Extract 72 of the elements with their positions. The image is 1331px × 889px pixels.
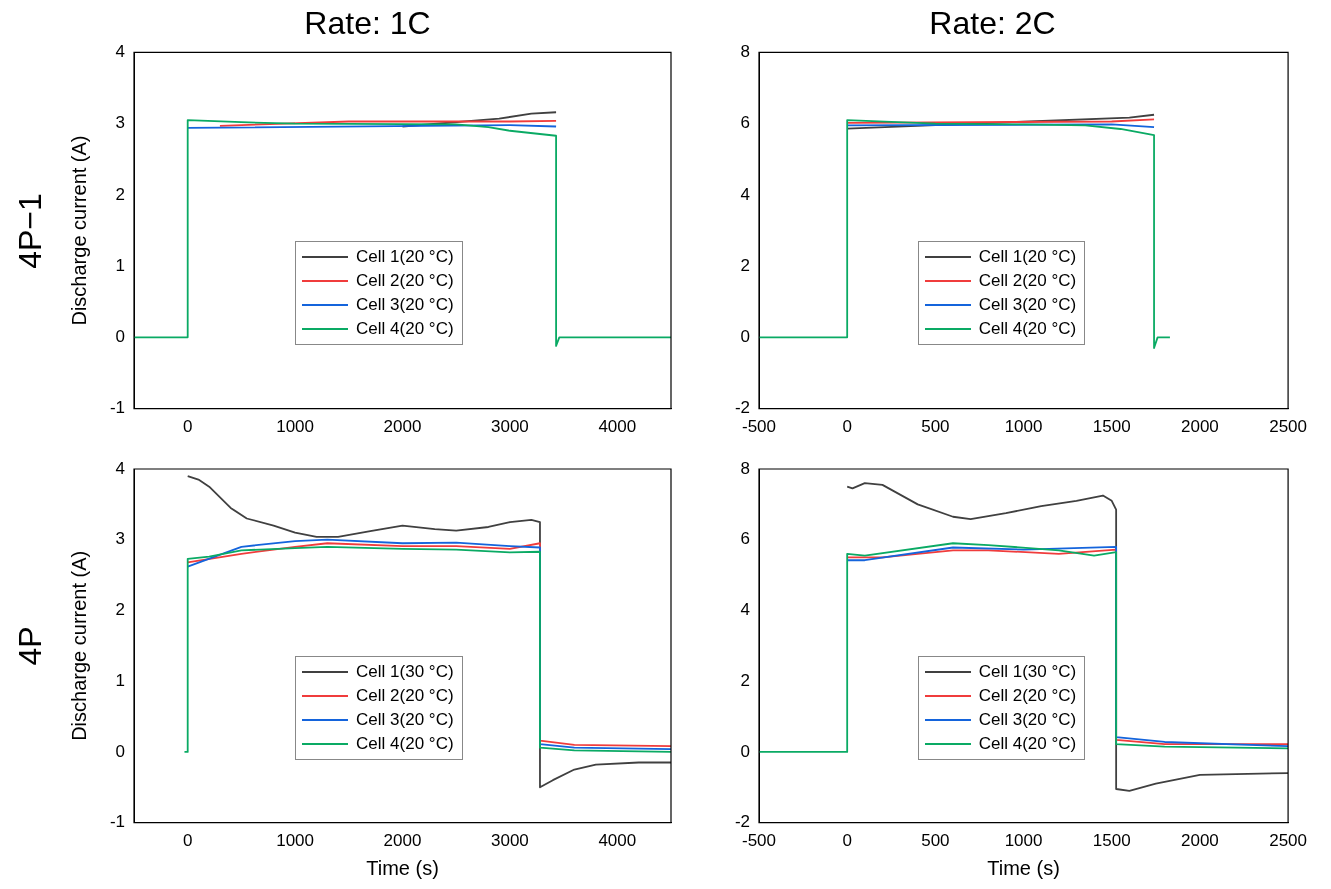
y-tick-label: -1 [109, 812, 125, 832]
x-tick-label: 2000 [1180, 831, 1219, 851]
text: 4P−1 [11, 192, 49, 269]
legend-label: Cell 2(20 °C) [356, 271, 454, 292]
legend-label: Cell 4(20 °C) [356, 734, 454, 755]
x-tick-label: 4000 [598, 417, 637, 437]
y-tick-label: 0 [740, 741, 750, 761]
x-tick-label: 2000 [383, 831, 422, 851]
y-tick-label: 3 [115, 113, 125, 133]
y-tick-label: 6 [740, 113, 750, 133]
x-tick-label: 500 [921, 831, 950, 851]
y-tick-label: 2 [740, 255, 750, 275]
chart-title: Rate: 2C [929, 5, 1056, 42]
legend-label: Cell 1(30 °C) [356, 662, 454, 683]
x-tick-label: 1500 [1092, 417, 1131, 437]
y-tick-label: 1 [115, 255, 125, 275]
legend-label: Cell 2(20 °C) [356, 686, 454, 707]
x-tick-label: -500 [741, 831, 777, 851]
y-tick-label: 8 [740, 458, 750, 478]
y-tick-label: 4 [740, 600, 750, 620]
legend-label: Cell 4(20 °C) [978, 734, 1077, 755]
legend-label: Cell 1(20 °C) [356, 247, 454, 268]
y-tick-label: 4 [115, 458, 125, 478]
x-tick-label: 0 [182, 417, 193, 437]
x-tick-label: 0 [842, 831, 852, 851]
legend-label: Cell 4(20 °C) [978, 319, 1077, 340]
legend-label: Cell 1(20 °C) [978, 247, 1077, 268]
x-axis-title: Time (s) [987, 856, 1060, 879]
y-tick-label: 3 [115, 529, 125, 549]
text: 4P [11, 626, 49, 666]
x-axis-title: Time (s) [366, 856, 439, 879]
y-tick-label: 0 [740, 327, 750, 347]
y-tick-label: 1 [115, 670, 125, 690]
x-tick-label: 2500 [1269, 831, 1307, 851]
x-tick-label: -500 [741, 417, 777, 437]
legend-label: Cell 3(20 °C) [978, 710, 1077, 731]
y-tick-label: 2 [115, 600, 125, 620]
x-tick-label: 1000 [1004, 417, 1043, 437]
legend-label: Cell 3(20 °C) [356, 710, 454, 731]
y-tick-label: 4 [740, 184, 750, 204]
legend-label: Cell 4(20 °C) [356, 319, 454, 340]
x-tick-label: 0 [182, 831, 193, 851]
y-tick-label: -2 [734, 812, 750, 832]
x-tick-label: 2000 [1180, 417, 1219, 437]
y-tick-label: -2 [734, 398, 750, 418]
legend-label: Cell 3(20 °C) [978, 295, 1077, 316]
chart-title: Rate: 1C [304, 5, 431, 42]
y-tick-label: 8 [740, 42, 750, 62]
x-tick-label: 2500 [1269, 417, 1307, 437]
legend-label: Cell 2(20 °C) [978, 686, 1077, 707]
x-tick-label: 3000 [490, 831, 529, 851]
y-axis-title: Discharge current (A) [67, 550, 90, 741]
y-tick-label: 6 [740, 529, 750, 549]
y-tick-label: 4 [115, 42, 125, 62]
y-tick-label: 0 [115, 741, 125, 761]
y-tick-label: 2 [115, 184, 125, 204]
y-axis-title: Discharge current (A) [67, 135, 90, 326]
y-tick-label: -1 [109, 398, 125, 418]
x-tick-label: 0 [842, 417, 852, 437]
legend-label: Cell 1(30 °C) [978, 662, 1077, 683]
x-tick-label: 1000 [1004, 831, 1043, 851]
x-tick-label: 2000 [383, 417, 422, 437]
legend-label: Cell 2(20 °C) [978, 271, 1077, 292]
y-tick-label: 0 [115, 327, 125, 347]
x-tick-label: 1500 [1092, 831, 1131, 851]
y-tick-label: 2 [740, 670, 750, 690]
x-tick-label: 1000 [276, 831, 315, 851]
x-tick-label: 4000 [598, 831, 637, 851]
x-tick-label: 3000 [490, 417, 529, 437]
x-tick-label: 1000 [276, 417, 315, 437]
legend-label: Cell 3(20 °C) [356, 295, 454, 316]
x-tick-label: 500 [921, 417, 950, 437]
